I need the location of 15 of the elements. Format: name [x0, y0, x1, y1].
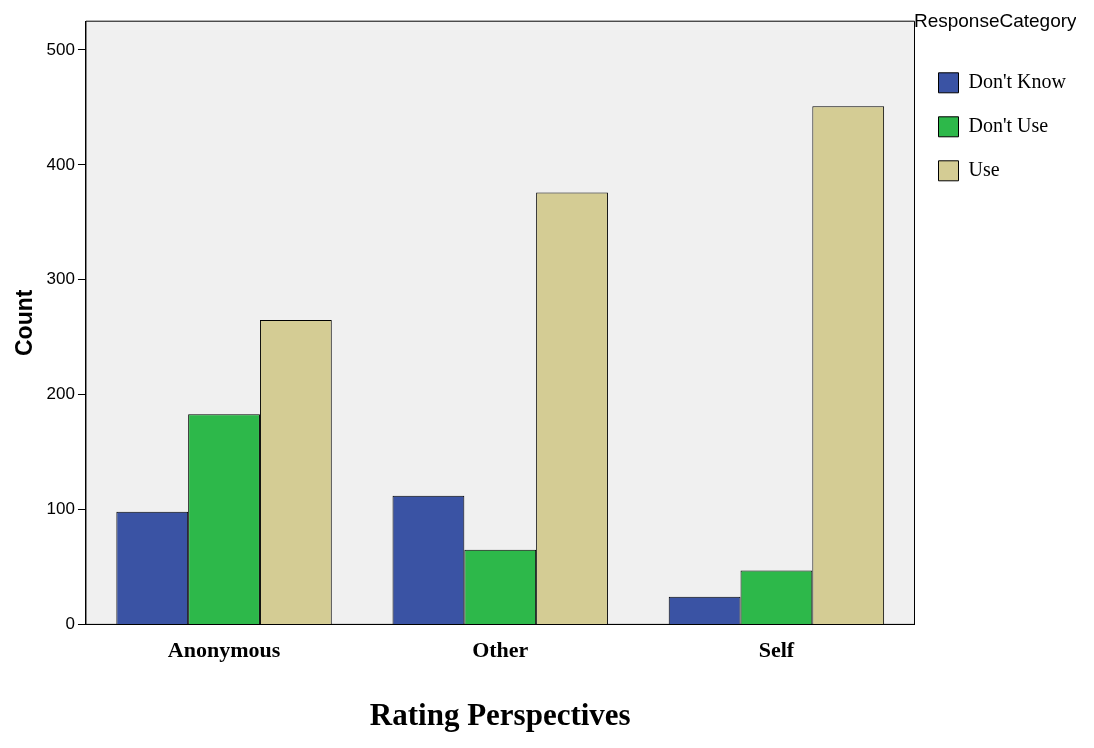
x-axis-title: Rating Perspectives — [369, 697, 631, 733]
x-tick-label: Anonymous — [167, 637, 281, 663]
y-axis-title: Count — [11, 289, 38, 357]
y-tick-label: 0 — [65, 614, 75, 634]
legend-label: Don't Know — [968, 70, 1067, 93]
y-tick-label: 200 — [46, 384, 75, 404]
legend-title: ResponseCategory — [913, 9, 1078, 31]
y-tick-label: 400 — [46, 154, 75, 174]
y-tick-label: 100 — [46, 499, 75, 519]
legend-label: Don't Use — [968, 114, 1049, 137]
y-tick-label: 300 — [46, 269, 75, 289]
y-tick-label: 500 — [46, 39, 75, 59]
legend-label: Use — [968, 158, 1000, 181]
x-tick-label: Self — [758, 637, 795, 663]
x-tick-label: Other — [472, 637, 529, 663]
